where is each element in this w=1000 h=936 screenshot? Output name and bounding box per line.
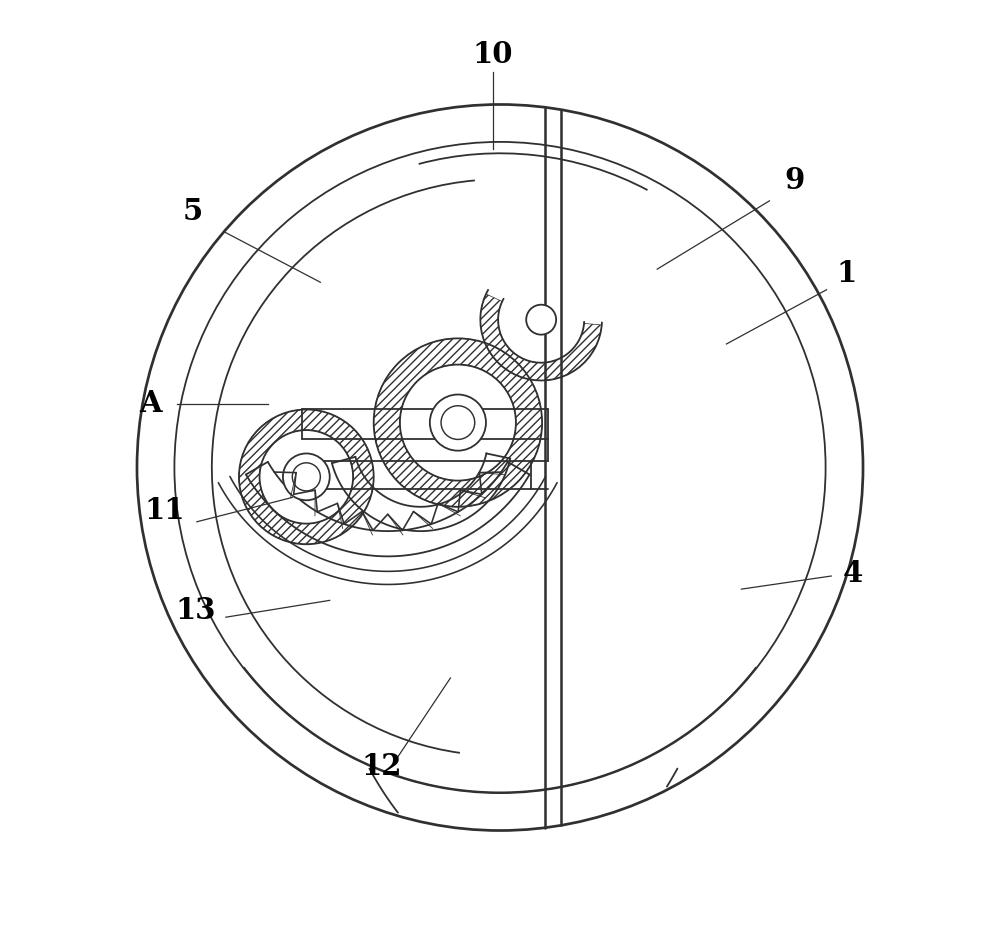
Wedge shape xyxy=(480,295,602,381)
Circle shape xyxy=(283,454,330,501)
Text: A: A xyxy=(139,388,161,417)
Text: 11: 11 xyxy=(145,495,185,524)
Text: 1: 1 xyxy=(836,259,856,288)
Wedge shape xyxy=(239,410,374,545)
Text: 4: 4 xyxy=(843,558,863,587)
Text: 10: 10 xyxy=(472,39,513,68)
Circle shape xyxy=(430,395,486,451)
Text: 13: 13 xyxy=(176,595,216,624)
Text: 5: 5 xyxy=(183,197,203,226)
Text: 9: 9 xyxy=(785,166,805,195)
Circle shape xyxy=(526,305,556,335)
Wedge shape xyxy=(374,339,542,507)
Text: 12: 12 xyxy=(362,751,402,780)
